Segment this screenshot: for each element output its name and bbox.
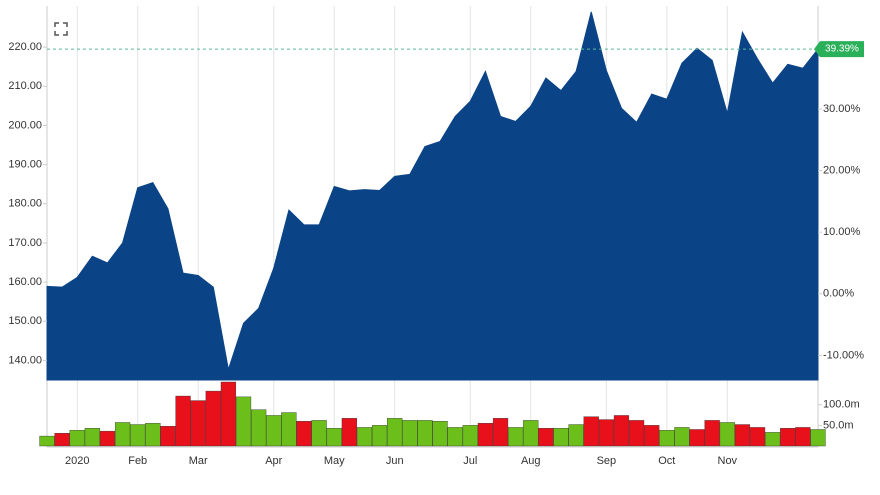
- x-tick-label: Aug: [521, 455, 541, 467]
- volume-bar: [356, 427, 373, 447]
- volume-bar: [235, 396, 252, 447]
- y-tick-label: 180.00: [8, 198, 42, 210]
- volume-bar: [659, 430, 675, 447]
- last-value-label: 39.39%: [825, 44, 859, 55]
- volume-bar: [190, 400, 206, 447]
- volume-bar: [795, 427, 811, 447]
- volume-bar: [508, 427, 524, 447]
- volume-bar: [296, 421, 312, 447]
- volume-bar: [689, 429, 705, 447]
- volume-bar: [99, 430, 116, 447]
- x-tick-label: May: [324, 455, 345, 467]
- y2-tick-label: 0.00%: [823, 288, 854, 300]
- volume-bar: [810, 429, 826, 447]
- x-tick-label: Feb: [128, 455, 147, 467]
- y-tick-label: 220.00: [8, 41, 42, 53]
- volume-bar: [341, 418, 357, 447]
- expand-icon[interactable]: [54, 22, 68, 36]
- y2-tick-label: -10.00%: [823, 349, 864, 361]
- volume-bar: [553, 428, 569, 447]
- y-tick-label: 210.00: [8, 80, 42, 92]
- volume-bar: [462, 425, 478, 447]
- volume-bar: [598, 419, 614, 447]
- volume-bar: [628, 420, 645, 447]
- volume-tick-label: 100.0m: [823, 399, 860, 411]
- volume-bar: [492, 418, 509, 447]
- y2-tick-label: 10.00%: [823, 226, 861, 238]
- volume-bar: [145, 423, 161, 447]
- volume-bar: [39, 435, 55, 447]
- volume-bar: [749, 427, 766, 447]
- y-tick-label: 170.00: [8, 237, 42, 249]
- volume-bar: [205, 390, 221, 447]
- volume-bar: [371, 425, 388, 447]
- last-value-badge: [814, 41, 864, 58]
- volume-bar: [538, 428, 554, 447]
- volume-bar: [251, 409, 267, 447]
- volume-bar: [417, 420, 433, 447]
- y-tick-label: 150.00: [8, 315, 42, 327]
- volume-bar: [160, 425, 176, 447]
- volume-bar: [674, 427, 690, 447]
- volume-bar: [281, 412, 297, 447]
- volume-bar: [780, 428, 796, 447]
- volume-bar: [719, 422, 735, 447]
- volume-bar: [387, 418, 403, 447]
- volume-bar: [114, 422, 131, 447]
- volume-bar: [568, 424, 584, 447]
- volume-bar: [765, 432, 781, 447]
- volume-bar: [644, 425, 660, 447]
- x-tick-label: Sep: [597, 455, 617, 467]
- volume-tick-label: 50.0m: [823, 419, 854, 431]
- volume-bar: [583, 416, 599, 447]
- x-tick-label: Mar: [189, 455, 208, 467]
- x-tick-label: Apr: [265, 455, 282, 467]
- volume-bar: [734, 424, 751, 447]
- volume-bar: [704, 420, 720, 447]
- y-tick-label: 160.00: [8, 276, 42, 288]
- y2-tick-label: 30.00%: [823, 103, 861, 115]
- y2-tick-label: 20.00%: [823, 164, 861, 176]
- volume-bar: [130, 424, 146, 447]
- y-tick-label: 200.00: [8, 119, 42, 131]
- price-area: [46, 11, 819, 381]
- volume-bar: [84, 428, 100, 447]
- volume-bar: [220, 381, 237, 447]
- x-tick-label: 2020: [65, 455, 89, 467]
- volume-bar: [402, 420, 418, 447]
- x-tick-label: Jun: [386, 455, 404, 467]
- volume-bar: [175, 395, 191, 447]
- volume-bar: [54, 433, 70, 447]
- volume-bar: [69, 430, 85, 447]
- x-tick-label: Nov: [718, 455, 738, 467]
- volume-bar: [311, 420, 327, 447]
- volume-bar: [447, 427, 463, 447]
- y-tick-label: 190.00: [8, 159, 42, 171]
- volume-bar: [326, 428, 342, 447]
- x-tick-label: Oct: [658, 455, 675, 467]
- volume-bar: [613, 415, 630, 447]
- volume-bar: [523, 420, 539, 447]
- volume-bar: [477, 423, 494, 447]
- y-tick-label: 140.00: [8, 354, 42, 366]
- volume-bar: [432, 421, 448, 447]
- x-tick-label: Jul: [463, 455, 477, 467]
- volume-bar: [266, 415, 282, 447]
